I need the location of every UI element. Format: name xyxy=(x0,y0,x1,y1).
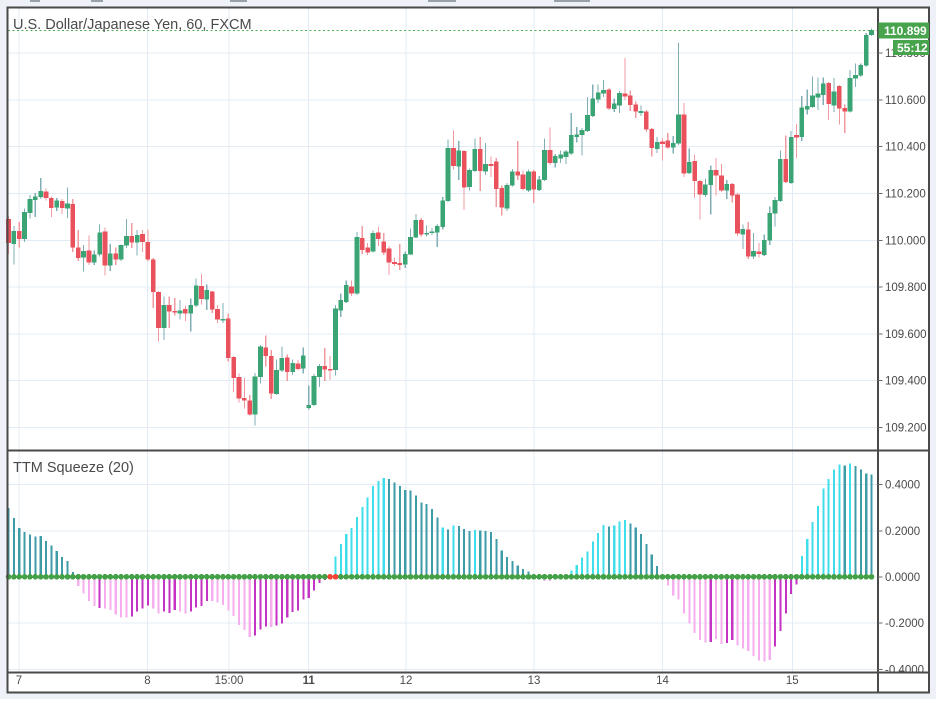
svg-text:0.2000: 0.2000 xyxy=(885,526,920,538)
svg-text:0.0000: 0.0000 xyxy=(885,572,920,584)
svg-text:14: 14 xyxy=(656,675,669,687)
svg-text:-0.4000: -0.4000 xyxy=(885,664,924,676)
svg-text:15:00: 15:00 xyxy=(215,675,244,687)
svg-text:12: 12 xyxy=(400,675,413,687)
svg-text:110.600: 110.600 xyxy=(885,95,926,107)
svg-text:109.800: 109.800 xyxy=(885,282,927,294)
svg-text:7: 7 xyxy=(16,675,22,687)
svg-text:110.000: 110.000 xyxy=(885,235,926,247)
svg-text:55:12: 55:12 xyxy=(897,41,928,55)
svg-text:U.S. Dollar/Japanese Yen, 60,: U.S. Dollar/Japanese Yen, 60, FXCM xyxy=(13,17,252,33)
svg-text:11: 11 xyxy=(303,675,316,687)
svg-text:110.200: 110.200 xyxy=(885,189,926,201)
svg-text:13: 13 xyxy=(528,675,541,687)
svg-text:109.600: 109.600 xyxy=(885,329,927,341)
svg-text:-0.2000: -0.2000 xyxy=(885,618,924,630)
svg-text:109.200: 109.200 xyxy=(885,423,927,435)
svg-text:15: 15 xyxy=(786,675,799,687)
svg-text:109.400: 109.400 xyxy=(885,376,927,388)
svg-text:110.899: 110.899 xyxy=(884,24,927,38)
svg-text:TTM Squeeze (20): TTM Squeeze (20) xyxy=(13,460,134,476)
svg-text:8: 8 xyxy=(144,675,150,687)
svg-text:110.400: 110.400 xyxy=(885,142,926,154)
svg-text:0.4000: 0.4000 xyxy=(885,480,920,492)
